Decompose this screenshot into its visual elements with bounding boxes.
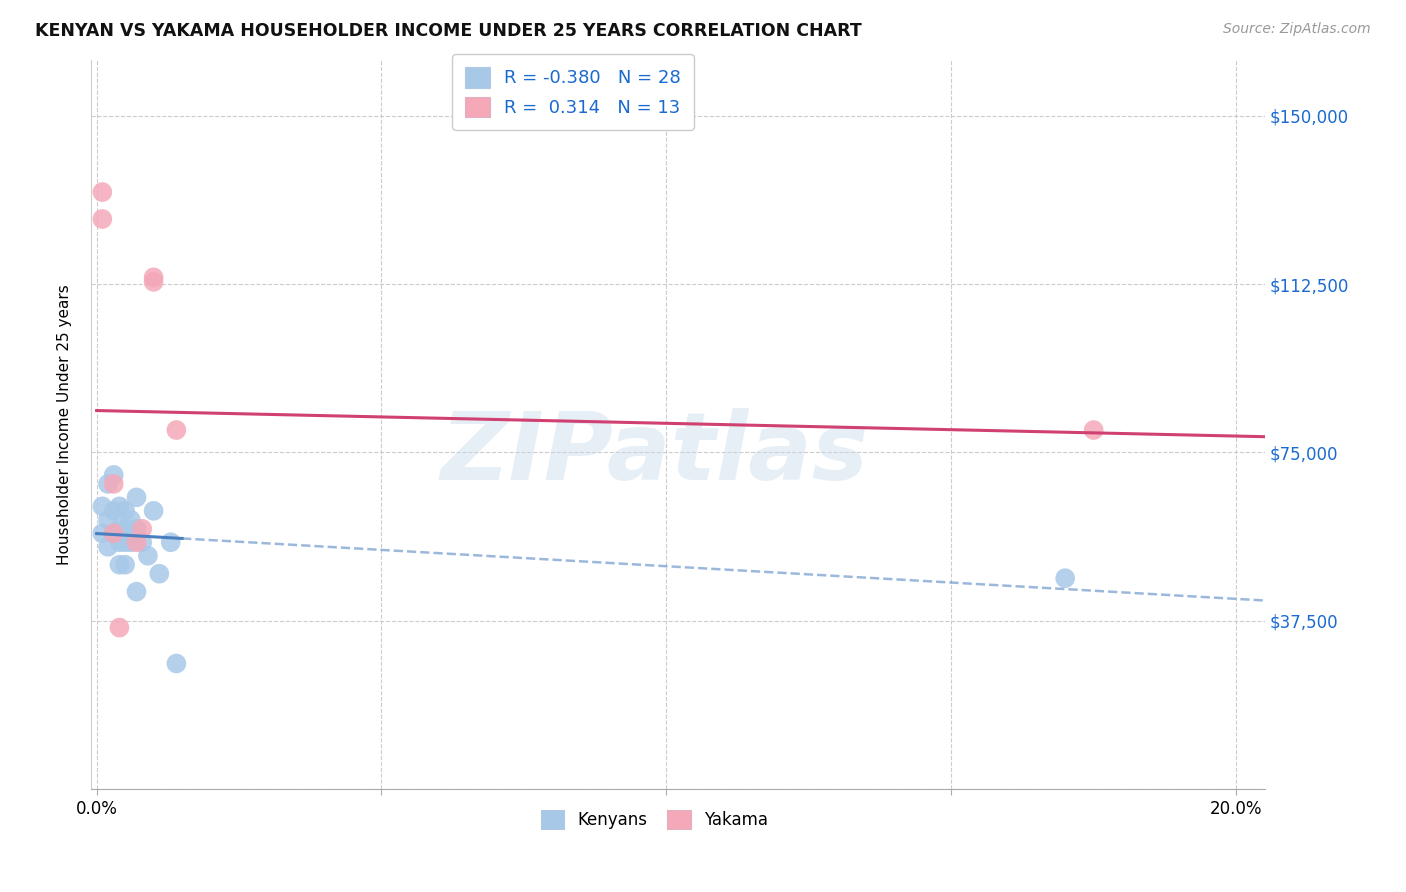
Point [1083,423,1105,437]
Point [103,504,125,518]
Point [125,584,148,599]
Point [114,504,136,518]
Point [114,535,136,549]
Legend: Kenyans, Yakama: Kenyans, Yakama [534,803,775,836]
Point [108,522,131,536]
Point [148,566,170,581]
Text: ZIPatlas: ZIPatlas [440,408,869,500]
Point [131,522,153,536]
Point [97,540,120,554]
Text: KENYAN VS YAKAMA HOUSEHOLDER INCOME UNDER 25 YEARS CORRELATION CHART: KENYAN VS YAKAMA HOUSEHOLDER INCOME UNDE… [35,22,862,40]
Point [125,491,148,505]
Point [97,476,120,491]
Point [103,476,125,491]
Point [125,522,148,536]
Point [114,522,136,536]
Point [108,621,131,635]
Point [165,657,187,671]
Point [91,185,114,199]
Point [165,423,187,437]
Point [142,504,165,518]
Point [125,535,148,549]
Text: Source: ZipAtlas.com: Source: ZipAtlas.com [1223,22,1371,37]
Point [1054,571,1077,585]
Point [159,535,181,549]
Point [91,500,114,514]
Point [114,558,136,572]
Point [108,558,131,572]
Point [97,513,120,527]
Point [120,513,142,527]
Point [108,535,131,549]
Point [120,535,142,549]
Point [142,275,165,289]
Point [108,500,131,514]
Point [91,212,114,227]
Point [103,467,125,482]
Y-axis label: Householder Income Under 25 years: Householder Income Under 25 years [58,284,72,565]
Point [136,549,159,563]
Point [131,535,153,549]
Point [103,526,125,541]
Point [91,526,114,541]
Point [103,526,125,541]
Point [142,270,165,285]
